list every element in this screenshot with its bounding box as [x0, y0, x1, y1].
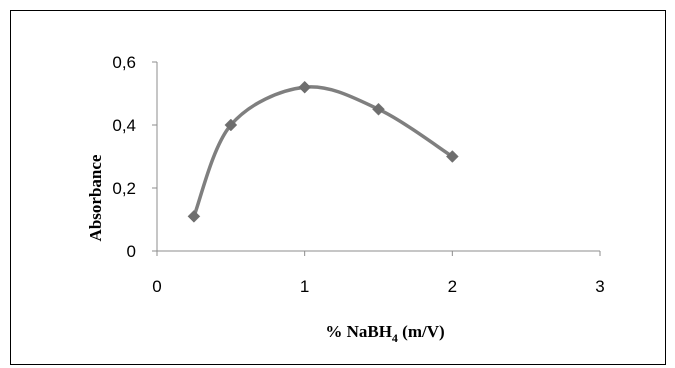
data-point-marker	[224, 118, 238, 132]
x-axis-title-main: % NaBH	[325, 322, 392, 341]
x-axis-title-subscript: 4	[392, 331, 398, 345]
chart-frame	[10, 10, 666, 365]
x-tick-label: 1	[300, 277, 309, 296]
x-tick-label: 0	[152, 277, 161, 296]
data-point-marker	[445, 150, 459, 163]
x-tick-label: 2	[448, 277, 457, 296]
series	[187, 80, 459, 223]
axes	[152, 61, 601, 256]
data-point-marker	[372, 102, 385, 116]
x-tick-label: 3	[595, 277, 604, 296]
y-tick-label: 0	[127, 242, 136, 261]
x-axis-title: % NaBH4 (m/V)	[325, 322, 444, 345]
y-axis-title: Absorbance	[86, 154, 105, 241]
data-point-marker	[187, 209, 201, 223]
tick-labels: 0 0,2 0,4 0,6 0 1 2 3	[112, 53, 604, 296]
data-point-marker	[298, 80, 312, 94]
y-tick-label: 0,4	[112, 116, 136, 135]
y-tick-label: 0,2	[112, 179, 136, 198]
x-axis-title-suffix: (m/V)	[398, 322, 445, 341]
y-tick-label: 0,6	[112, 53, 136, 72]
